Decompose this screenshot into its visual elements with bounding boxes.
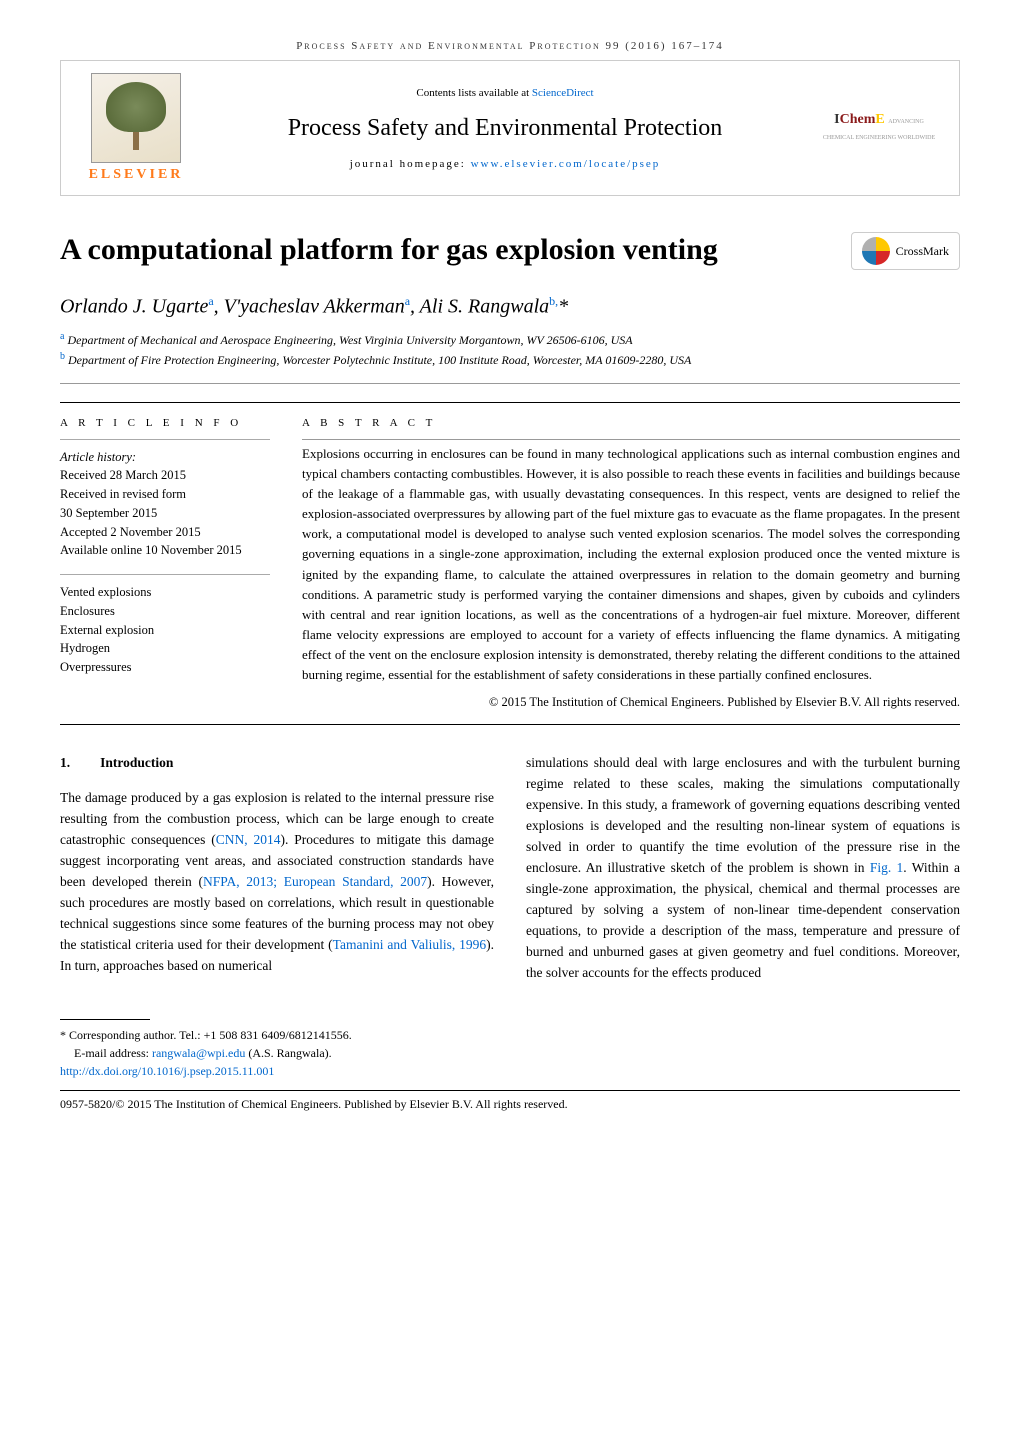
journal-homepage-link[interactable]: www.elsevier.com/locate/psep [471,158,661,170]
email-line: E-mail address: rangwala@wpi.edu (A.S. R… [60,1044,960,1062]
abstract-heading: a b s t r a c t [302,417,960,429]
paper-title: A computational platform for gas explosi… [60,232,831,268]
journal-homepage: journal homepage: www.elsevier.com/locat… [211,158,799,170]
footer: * Corresponding author. Tel.: +1 508 831… [60,1019,960,1113]
elsevier-tree-icon [91,73,181,163]
abstract-text: Explosions occurring in enclosures can b… [302,444,960,686]
email-link[interactable]: rangwala@wpi.edu [152,1046,245,1060]
keywords-block: Vented explosions Enclosures External ex… [60,574,270,677]
section-heading-1: 1.Introduction [60,753,494,774]
affiliation-a: a Department of Mechanical and Aerospace… [60,329,960,349]
affiliations: a Department of Mechanical and Aerospace… [60,329,960,369]
crossmark-label: CrossMark [896,244,949,259]
abstract-copyright: © 2015 The Institution of Chemical Engin… [302,695,960,710]
issn-copyright: 0957-5820/© 2015 The Institution of Chem… [60,1095,960,1113]
body-col-right: simulations should deal with large enclo… [526,753,960,983]
article-info-col: a r t i c l e i n f o Article history: R… [60,403,270,725]
body-paragraph-2: simulations should deal with large enclo… [526,753,960,983]
journal-title: Process Safety and Environmental Protect… [211,115,799,142]
masthead-center: Contents lists available at ScienceDirec… [211,87,799,170]
publisher-name[interactable]: ELSEVIER [81,167,191,183]
body-col-left: 1.Introduction The damage produced by a … [60,753,494,983]
crossmark-icon [862,237,890,265]
contents-available-prefix: Contents lists available at [416,87,531,99]
journal-homepage-prefix: journal homepage: [350,158,471,170]
doi-link[interactable]: http://dx.doi.org/10.1016/j.psep.2015.11… [60,1064,274,1078]
article-history: Article history: Received 28 March 2015 … [60,439,270,561]
body-paragraph-1: The damage produced by a gas explosion i… [60,788,494,976]
masthead: ELSEVIER Contents lists available at Sci… [60,60,960,196]
corresponding-author: * Corresponding author. Tel.: +1 508 831… [60,1026,960,1044]
crossmark-badge[interactable]: CrossMark [851,232,960,270]
icheme-logo: IChemE [834,112,888,127]
running-header: Process Safety and Environmental Protect… [60,40,960,52]
affiliation-b: b Department of Fire Protection Engineer… [60,349,960,369]
authors: Orlando J. Ugartea, V'yacheslav Akkerman… [60,294,960,319]
article-info-heading: a r t i c l e i n f o [60,417,270,429]
icheme-block: IChemE ADVANCING CHEMICAL ENGINEERING WO… [819,112,939,144]
contents-available: Contents lists available at ScienceDirec… [211,87,799,99]
sciencedirect-link[interactable]: ScienceDirect [532,87,594,99]
publisher-block: ELSEVIER [81,73,191,183]
abstract-col: a b s t r a c t Explosions occurring in … [302,403,960,725]
